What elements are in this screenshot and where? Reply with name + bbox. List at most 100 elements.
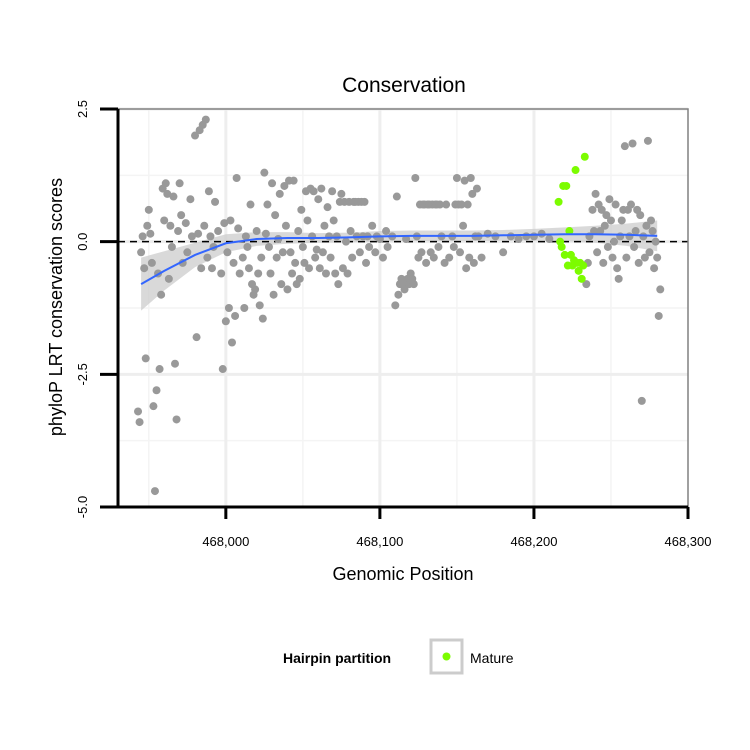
- data-point: [378, 253, 387, 262]
- data-point: [214, 227, 223, 236]
- data-point: [596, 227, 605, 236]
- data-point: [616, 232, 625, 241]
- data-point: [355, 248, 364, 257]
- mature-point: [562, 181, 571, 190]
- data-point: [593, 248, 602, 257]
- data-point: [186, 195, 195, 204]
- legend-key-mature-point: [442, 652, 451, 661]
- data-point: [138, 232, 147, 241]
- legend-label-mature: Mature: [470, 650, 514, 666]
- data-point: [342, 237, 350, 246]
- data-point: [243, 242, 252, 251]
- data-point: [272, 253, 281, 262]
- data-point: [140, 264, 149, 273]
- data-point: [325, 232, 334, 241]
- chart-title: Conservation: [342, 74, 466, 97]
- data-point: [283, 285, 292, 294]
- data-point: [417, 248, 426, 257]
- data-point: [261, 229, 270, 238]
- data-point: [275, 189, 284, 198]
- data-point: [590, 227, 599, 236]
- data-point: [289, 176, 298, 185]
- data-point: [240, 304, 249, 312]
- data-point: [137, 248, 146, 257]
- data-point: [300, 258, 309, 267]
- data-point: [321, 269, 330, 278]
- data-point: [610, 237, 619, 246]
- data-point: [346, 227, 355, 236]
- data-point: [255, 301, 264, 310]
- data-point: [224, 304, 233, 312]
- data-point: [146, 229, 155, 238]
- data-point: [174, 227, 183, 236]
- data-point: [234, 224, 243, 233]
- mature-point: [557, 242, 566, 251]
- data-point: [614, 274, 623, 283]
- data-point: [422, 258, 431, 267]
- data-point: [630, 242, 639, 251]
- data-point: [244, 264, 253, 273]
- data-point: [337, 189, 346, 198]
- data-point: [134, 407, 143, 416]
- data-point: [602, 211, 611, 220]
- data-point: [636, 211, 645, 220]
- data-point: [409, 280, 418, 289]
- data-point: [360, 197, 369, 206]
- data-point: [150, 487, 159, 496]
- data-point: [263, 200, 272, 209]
- data-point: [315, 264, 324, 273]
- data-point: [383, 242, 392, 251]
- data-point: [254, 269, 263, 278]
- data-point: [241, 232, 250, 241]
- data-point: [627, 200, 635, 209]
- data-point: [348, 253, 357, 262]
- x-tick-label: 468,200: [510, 534, 557, 549]
- data-point: [147, 258, 156, 267]
- confidence-band-area: [141, 220, 658, 311]
- data-point: [203, 253, 212, 262]
- data-point: [529, 232, 538, 241]
- data-point: [656, 285, 665, 294]
- data-point: [220, 219, 229, 228]
- data-point: [462, 264, 471, 273]
- data-point: [191, 131, 200, 140]
- data-point: [468, 189, 477, 198]
- data-point: [271, 211, 280, 220]
- data-point: [288, 269, 297, 278]
- data-point: [637, 396, 646, 405]
- mature-point: [577, 274, 586, 283]
- data-point: [449, 242, 458, 251]
- x-axis-title: Genomic Position: [332, 564, 473, 584]
- y-tick-label: 0.0: [75, 233, 90, 251]
- mature-point: [554, 197, 563, 206]
- data-point: [194, 229, 203, 238]
- data-point: [164, 274, 173, 283]
- data-point: [460, 176, 469, 185]
- data-point: [298, 242, 307, 251]
- data-point: [642, 221, 651, 230]
- data-point: [392, 192, 401, 201]
- data-point: [640, 253, 649, 262]
- confidence-band: [141, 220, 658, 311]
- data-point: [218, 365, 227, 374]
- y-axis: -5.0 -2.5 0.0 2.5: [75, 100, 120, 518]
- data-point: [477, 253, 486, 262]
- data-point: [445, 253, 454, 262]
- data-point: [235, 269, 244, 278]
- y-tick-label: -2.5: [75, 363, 90, 385]
- data-point: [246, 200, 255, 209]
- data-point: [269, 290, 278, 299]
- data-point: [368, 221, 377, 230]
- data-point: [634, 258, 643, 267]
- data-point: [457, 200, 466, 209]
- data-point: [197, 264, 206, 273]
- data-point: [442, 200, 451, 209]
- data-point: [257, 253, 266, 262]
- y-tick-label: 2.5: [75, 100, 90, 118]
- data-point: [647, 216, 656, 225]
- data-point: [606, 216, 615, 225]
- y-tick-label: -5.0: [75, 496, 90, 518]
- data-point: [135, 418, 144, 427]
- data-point: [469, 258, 478, 267]
- data-point: [311, 253, 320, 262]
